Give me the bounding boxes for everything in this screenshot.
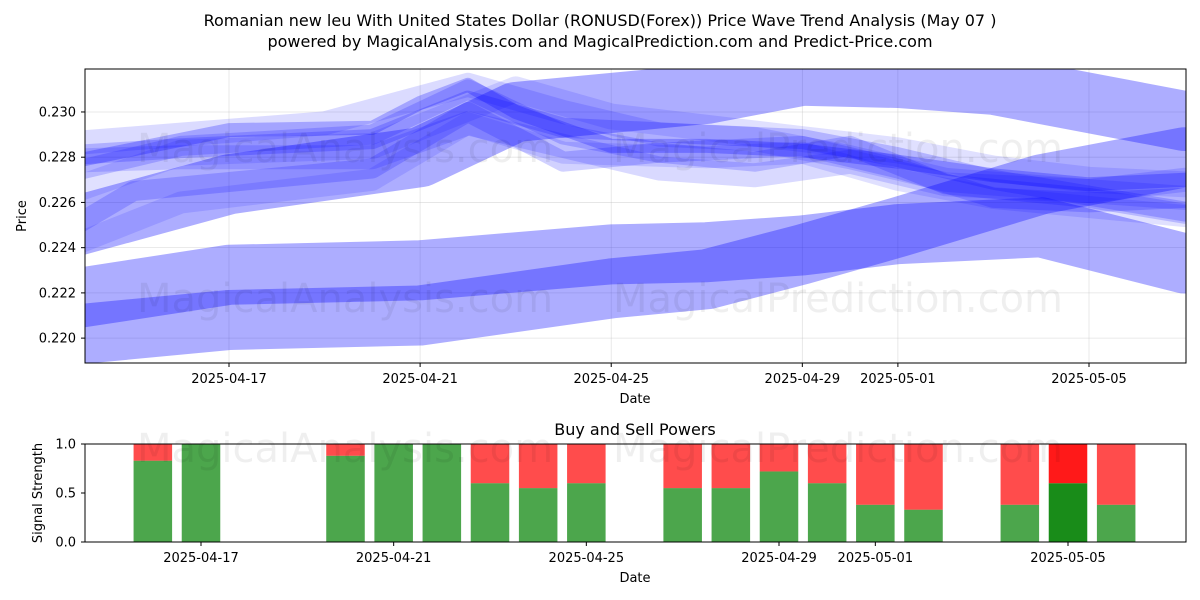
price-y-tick-label: 0.222	[39, 286, 76, 301]
buy-sell-x-tick-label: 2025-04-25	[549, 551, 625, 566]
buy-bar	[374, 444, 413, 542]
sell-bar	[567, 444, 606, 484]
price-wave-line-8	[85, 111, 1186, 204]
price-wave-line-1	[85, 197, 1186, 328]
price-y-tick-label: 0.224	[39, 241, 76, 256]
buy-sell-y-tick-label: 0.5	[55, 487, 76, 502]
price-wave-line-5	[85, 90, 1186, 222]
watermark-prediction-top: MagicalPrediction.com	[613, 126, 1063, 172]
sell-bar	[470, 444, 510, 484]
price-x-axis-label: Date	[619, 392, 650, 407]
buy-bar	[711, 488, 751, 542]
buy-bar	[807, 483, 847, 542]
price-x-tick-label: 2025-04-25	[573, 372, 649, 387]
buy-sell-x-tick-label: 2025-05-05	[1030, 551, 1106, 566]
chart-title-line2: powered by MagicalAnalysis.com and Magic…	[267, 32, 932, 51]
buy-sell-bars	[133, 444, 1136, 542]
price-x-tick-label: 2025-04-21	[382, 372, 458, 387]
watermark-analysis-top: MagicalAnalysis.com	[137, 126, 553, 172]
sell-bar	[711, 444, 751, 489]
price-wave-line-3	[85, 69, 1186, 255]
price-wave-line-4	[85, 77, 1186, 192]
watermark-prediction-bottom: MagicalPrediction.com	[613, 426, 1063, 472]
buy-sell-x-tick-label: 2025-04-29	[741, 551, 817, 566]
price-y-tick-label: 0.226	[39, 196, 76, 211]
price-x-tick-label: 2025-04-29	[765, 372, 841, 387]
price-wave-line-7	[85, 102, 1186, 232]
sell-bar	[326, 444, 365, 456]
sell-bar	[133, 444, 173, 461]
price-y-tick-label: 0.228	[39, 151, 76, 166]
price-y-ticks: 0.220 0.222 0.224 0.226 0.228 0.230	[39, 105, 85, 347]
price-y-tick-label: 0.230	[39, 105, 76, 120]
price-x-tick-label: 2025-05-05	[1051, 372, 1127, 387]
buy-bar	[759, 471, 799, 542]
price-wave-chart: MagicalAnalysis.com MagicalPrediction.co…	[15, 68, 1187, 407]
buy-sell-y-tick-label: 1.0	[55, 438, 76, 453]
sell-bar	[1048, 444, 1088, 484]
buy-bar	[133, 460, 173, 542]
sell-bar	[518, 444, 558, 489]
buy-sell-y-ticks: 0.0 0.5 1.0	[55, 438, 85, 551]
sell-bar	[904, 444, 943, 510]
price-wave-line-6	[85, 79, 1186, 224]
price-waves	[85, 69, 1186, 363]
buy-bar	[518, 488, 558, 542]
buy-bar	[904, 509, 943, 542]
price-grid	[85, 69, 1186, 363]
buy-bar	[856, 504, 895, 542]
price-x-tick-label: 2025-04-17	[191, 372, 267, 387]
price-y-axis-label: Price	[15, 200, 30, 232]
watermark-analysis-bottom: MagicalAnalysis.com	[137, 426, 553, 472]
buy-sell-y-axis-label: Signal Strength	[31, 443, 46, 543]
price-x-tick-label: 2025-05-01	[860, 372, 936, 387]
price-wave-line-9	[85, 72, 1186, 210]
watermark-analysis-mid: MagicalAnalysis.com	[137, 276, 553, 322]
buy-bar	[1000, 504, 1040, 542]
buy-sell-x-axis-label: Date	[619, 571, 650, 586]
sell-bar	[759, 444, 799, 472]
buy-sell-title: Buy and Sell Powers	[554, 420, 716, 439]
buy-sell-x-tick-label: 2025-04-17	[163, 551, 239, 566]
buy-bar	[181, 444, 221, 542]
buy-sell-y-tick-label: 0.0	[55, 536, 76, 551]
buy-bar	[470, 483, 510, 542]
sell-bar	[856, 444, 895, 505]
buy-bar	[422, 444, 462, 542]
buy-bar	[326, 455, 365, 542]
sell-bar	[807, 444, 847, 484]
buy-sell-power-chart: Buy and Sell Powers MagicalAnalysis.com …	[31, 420, 1187, 586]
sell-bar	[663, 444, 702, 489]
buy-sell-x-ticks: 2025-04-17 2025-04-21 2025-04-25 2025-04-29…	[163, 542, 1106, 566]
price-axes-frame	[84, 68, 1187, 364]
buy-bar	[1048, 483, 1088, 542]
sell-bar	[1096, 444, 1136, 505]
buy-sell-x-tick-label: 2025-05-01	[838, 551, 914, 566]
chart-title-line1: Romanian new leu With United States Doll…	[204, 11, 997, 30]
price-y-tick-label: 0.220	[39, 332, 76, 347]
price-wave-line-11	[85, 112, 1186, 253]
watermark-prediction-mid: MagicalPrediction.com	[613, 276, 1063, 322]
sell-bar	[1000, 444, 1040, 505]
buy-sell-x-tick-label: 2025-04-21	[356, 551, 432, 566]
price-x-ticks: 2025-04-17 2025-04-21 2025-04-25 2025-04-29…	[191, 363, 1127, 387]
buy-bar	[567, 483, 606, 542]
price-wave-line-2	[85, 127, 1186, 363]
price-wave-line-10	[85, 76, 1186, 200]
buy-bar	[663, 488, 702, 542]
buy-bar	[1096, 504, 1136, 542]
